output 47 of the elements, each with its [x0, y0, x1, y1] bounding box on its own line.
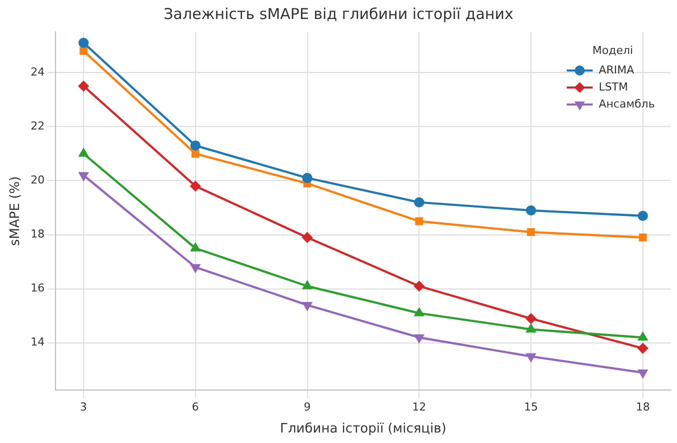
point	[302, 172, 312, 184]
point	[190, 140, 201, 151]
point	[526, 205, 536, 216]
point	[527, 228, 535, 236]
y-tick-label: 22	[30, 119, 45, 132]
point	[78, 38, 89, 48]
point	[638, 343, 648, 354]
y-tick-label: 14	[30, 336, 45, 349]
x-axis-title: Глибина історії (місяців)	[280, 422, 446, 437]
point	[415, 217, 424, 226]
y-axis-title: sMAPE (%)	[8, 176, 24, 246]
point	[190, 180, 201, 192]
legend-label: Ансамбль	[598, 97, 655, 110]
x-tick-label: 15	[524, 400, 538, 414]
point	[80, 46, 88, 55]
x-tick-label: 12	[412, 400, 426, 414]
point	[638, 210, 648, 221]
chart-title: Залежність sMAPE від глибини історії даних	[164, 4, 514, 23]
point	[414, 197, 424, 208]
point	[638, 234, 647, 242]
point	[78, 80, 89, 92]
point	[190, 243, 200, 252]
legend-label: ARIMA	[598, 63, 635, 76]
point	[78, 172, 88, 180]
point	[638, 370, 648, 378]
point	[526, 324, 536, 332]
y-tick-label: 24	[30, 65, 45, 78]
point	[526, 313, 536, 324]
x-tick-label: 6	[192, 400, 199, 414]
x-tick-label: 9	[304, 400, 311, 414]
point	[191, 150, 200, 158]
x-tick-label: 3	[80, 400, 88, 414]
legend-title: Моделі	[592, 44, 634, 57]
y-tick-label: 16	[30, 282, 45, 295]
point	[414, 334, 424, 343]
y-tick-label: 18	[30, 228, 45, 241]
point	[302, 302, 312, 310]
point	[414, 281, 424, 292]
legend-label: LSTM	[598, 80, 628, 94]
point	[302, 232, 312, 243]
point	[78, 148, 88, 157]
point	[638, 332, 648, 341]
y-tick-label: 20	[30, 174, 45, 187]
point	[414, 308, 424, 316]
point	[526, 353, 536, 362]
point	[190, 264, 200, 272]
x-tick-label: 18	[636, 400, 650, 414]
